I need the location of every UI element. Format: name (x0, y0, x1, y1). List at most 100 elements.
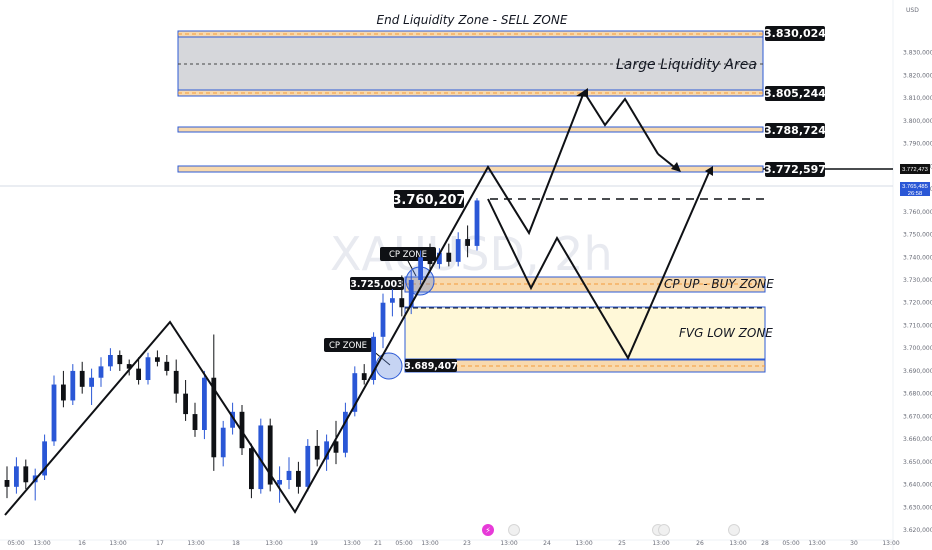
price-label-3772: 3.772,597 (764, 162, 826, 177)
cp-zone-upper-text: CP ZONE (389, 250, 427, 260)
y-tick-label: 3.730,000 (903, 277, 932, 284)
projection-arrowhead-3 (576, 88, 588, 97)
candle-body (465, 239, 470, 246)
x-tick-label: 23 (463, 540, 471, 547)
cp-buy-zone-label: CP UP - BUY ZONE (664, 277, 774, 291)
y-tick-label: 3.630,000 (903, 504, 932, 511)
price-axis-background (893, 0, 932, 550)
cp-zone-lower-callout: CP ZONE (324, 338, 372, 352)
candles-group (4, 198, 480, 503)
callout-3760: 3.760,207 (392, 190, 466, 208)
lower-support-zone (404, 359, 766, 373)
cp-zone-lower-text: CP ZONE (329, 341, 367, 351)
y-tick-label: 3.690,000 (903, 368, 932, 375)
y-tick-label: 3.680,000 (903, 391, 932, 398)
x-tick-label: 28 (761, 540, 769, 547)
chart-title: End Liquidity Zone - SELL ZONE (377, 13, 568, 27)
y-tick-label: 3.750,000 (903, 232, 932, 239)
y-tick-label: 3.710,000 (903, 322, 932, 329)
x-tick-label: 19 (310, 540, 318, 547)
candle-body (455, 239, 461, 262)
right-marker-target: 3.772,473 (900, 164, 930, 174)
x-tick-label: 13:00 (421, 540, 438, 547)
x-tick-label: 13:00 (187, 540, 204, 547)
x-tick-label: 16 (78, 540, 86, 547)
candle-body (145, 357, 151, 380)
cp-zone-upper-pointer (407, 260, 417, 277)
candle-body (408, 280, 414, 308)
right-marker-target-text: 3.772,473 (902, 167, 928, 173)
candle-body (437, 252, 442, 265)
candle-body (258, 425, 264, 490)
candle-body (164, 361, 170, 371)
candle-body (324, 441, 329, 460)
us-flag-icon-4 (728, 524, 740, 536)
x-tick-label: 13:00 (729, 540, 746, 547)
candle-body (155, 357, 160, 362)
candle-body (211, 377, 217, 458)
x-tick-label: 21 (374, 540, 382, 547)
x-tick-label: 13:00 (808, 540, 825, 547)
projection-arrowhead-1 (671, 162, 681, 172)
mid-liquidity-line (177, 126, 764, 133)
candle-body (4, 480, 10, 487)
x-axis-ticks: 05:00 13:00 16 13:00 17 13:00 18 13:00 19 13:00 21… (7, 540, 899, 547)
x-tick-label: 05:00 (7, 540, 24, 547)
x-tick-label: 18 (232, 540, 240, 547)
candle-body (352, 373, 358, 412)
x-tick-label: 13:00 (575, 540, 592, 547)
x-tick-label: 13:00 (109, 540, 126, 547)
candle-body (98, 366, 104, 378)
y-tick-label: 3.760,000 (903, 209, 932, 216)
x-tick-label: 13:00 (33, 540, 50, 547)
candle-body (79, 370, 85, 387)
callout-3725: 3.725,003 (350, 277, 404, 290)
candle-body (117, 355, 123, 365)
candle-body (89, 377, 94, 387)
x-tick-label: 13:00 (882, 540, 899, 547)
candle-body (126, 364, 132, 369)
candle-body (333, 441, 339, 453)
candle-body (343, 411, 348, 453)
x-tick-label: 13:00 (265, 540, 282, 547)
candle-body (427, 257, 433, 265)
x-tick-label: 05:00 (782, 540, 799, 547)
candle-body (277, 480, 282, 485)
price-label-3830-text: 3.830,024 (764, 27, 826, 40)
currency-label: USD (906, 7, 919, 14)
candle-body (305, 445, 311, 487)
fvg-zone-label: FVG LOW ZONE (679, 326, 773, 340)
candle-body (474, 200, 480, 246)
fvg-zone-box (404, 306, 766, 360)
callout-3689-text: 3.689,407 (404, 361, 458, 372)
callout-3725-text: 3.725,003 (350, 279, 404, 290)
candle-body (267, 425, 273, 485)
candle-body (220, 427, 226, 458)
x-tick-label: 13:00 (343, 540, 360, 547)
candle-body (70, 370, 76, 401)
candle-body (446, 252, 452, 262)
symbol-watermark: XAUUSD, 2h (330, 227, 613, 281)
y-tick-label: 3.650,000 (903, 459, 932, 466)
candle-body (314, 445, 320, 460)
candle-body (51, 384, 57, 442)
x-tick-label: 26 (696, 540, 704, 547)
x-tick-label: 17 (156, 540, 164, 547)
candle-body (61, 384, 66, 401)
event-lightning-glyph: ⚡ (485, 526, 491, 535)
us-flag-icon-3 (658, 524, 670, 536)
candle-body (23, 466, 29, 483)
x-tick-label: 25 (618, 540, 626, 547)
candle-body (418, 257, 423, 280)
y-tick-label: 3.700,000 (903, 345, 932, 352)
x-tick-label: 13:00 (652, 540, 669, 547)
price-label-3772-text: 3.772,597 (764, 163, 826, 176)
callout-3689: 3.689,407 (404, 359, 458, 372)
candle-body (249, 448, 254, 490)
price-label-3805: 3.805,244 (764, 86, 826, 101)
y-tick-label: 3.640,000 (903, 482, 932, 489)
event-lightning-icon (482, 524, 494, 536)
price-label-3788: 3.788,724 (764, 123, 826, 138)
candle-body (380, 302, 386, 337)
